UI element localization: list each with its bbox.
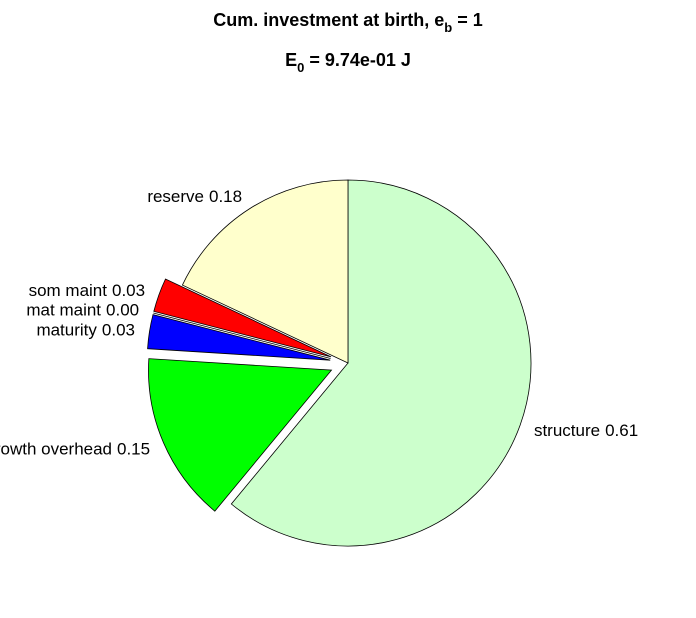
chart-title: Cum. investment at birth, eb = 1 — [213, 10, 483, 35]
chart-subtitle: E0 = 9.74e-01 J — [285, 50, 411, 75]
slice-label: structure 0.61 — [534, 421, 638, 440]
title-text: Cum. investment at birth, e — [213, 10, 444, 30]
pie-slice — [147, 314, 331, 361]
slice-label-value: 0.15 — [117, 440, 150, 459]
pie-slice — [181, 179, 349, 364]
subtitle-text: = 9.74e-01 J — [304, 50, 411, 70]
title-subscript: b — [444, 20, 452, 35]
slice-label-name: mat maint — [26, 300, 101, 319]
slice-label-value: 0.03 — [112, 281, 145, 300]
title-text: = 1 — [452, 10, 483, 30]
slice-label-name: structure — [534, 421, 600, 440]
slice-label: mat maint 0.00 — [26, 300, 139, 319]
slice-label: growth overhead 0.15 — [0, 440, 150, 459]
slice-label-name: reserve — [147, 187, 204, 206]
slice-label-value: 0.00 — [106, 300, 139, 319]
pie-slice — [153, 278, 332, 358]
slice-label: reserve 0.18 — [147, 187, 242, 206]
subtitle-subscript: 0 — [297, 60, 304, 75]
slice-label-name: growth overhead — [0, 440, 112, 459]
slice-label: som maint 0.03 — [29, 281, 146, 300]
slice-label-name: som maint — [29, 281, 108, 300]
pie-slice — [153, 312, 331, 359]
slice-label-value: 0.18 — [209, 187, 242, 206]
slice-label-name: maturity — [36, 320, 97, 339]
pie-slice — [148, 358, 333, 512]
pie-slice — [230, 179, 532, 547]
slice-label: maturity 0.03 — [36, 320, 135, 339]
subtitle-text: E — [285, 50, 297, 70]
slice-label-value: 0.03 — [102, 320, 135, 339]
slice-label-value: 0.61 — [605, 421, 638, 440]
